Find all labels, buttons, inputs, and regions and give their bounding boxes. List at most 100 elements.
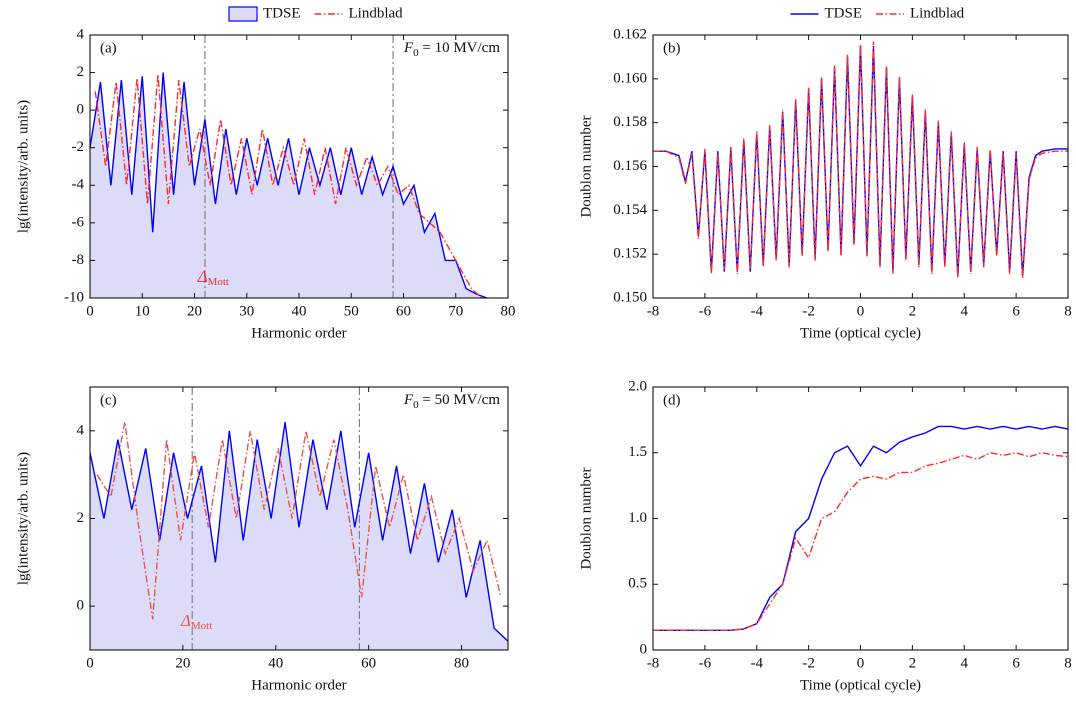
annotation-subscript: 0	[413, 399, 419, 411]
y-tick-label: -8	[72, 252, 85, 268]
x-tick-label: 4	[961, 655, 969, 671]
legend-label: TDSE	[825, 5, 863, 21]
x-tick-label: 2	[909, 655, 917, 671]
x-tick-label: 8	[1064, 303, 1072, 319]
x-tick-label: 80	[501, 303, 516, 319]
y-tick-label: -10	[64, 289, 84, 305]
y-tick-label: 0.158	[613, 114, 647, 130]
annotation-subscript: 0	[413, 47, 419, 59]
x-tick-label: 4	[961, 303, 969, 319]
area	[90, 422, 508, 650]
y-axis-label: Doublon number	[578, 467, 594, 569]
panel-label: (c)	[100, 392, 117, 408]
x-tick-label: 40	[292, 303, 307, 319]
plot-area	[653, 41, 1068, 279]
y-axis-label: lg(intensity/arb. units)	[15, 100, 31, 233]
x-axis-label: Harmonic order	[251, 677, 346, 693]
x-tick-label: 40	[268, 655, 283, 671]
y-tick-label: 2.0	[628, 378, 647, 394]
plot-frame	[652, 34, 1069, 299]
mott-subscript: Mott	[191, 620, 212, 632]
x-tick-label: -2	[802, 303, 815, 319]
y-tick-label: 4	[77, 26, 85, 42]
y-tick-label: 0.162	[613, 26, 647, 42]
panel-label: (b)	[663, 40, 681, 56]
x-tick-label: 60	[396, 303, 411, 319]
x-tick-label: 10	[135, 303, 150, 319]
x-axis-label: Time (optical cycle)	[800, 325, 921, 341]
y-tick-label: 0	[640, 641, 648, 657]
area	[90, 72, 488, 298]
series-line	[653, 41, 1068, 279]
y-tick-label: 2	[77, 510, 85, 526]
x-tick-label: 0	[86, 303, 94, 319]
series-line	[653, 425, 1069, 631]
x-tick-label: -8	[647, 303, 660, 319]
x-tick-label: 70	[448, 303, 463, 319]
y-tick-label: 2	[77, 64, 85, 80]
annotation-symbol: F	[403, 392, 414, 408]
y-tick-label: -2	[72, 139, 85, 155]
annotation-symbol: F	[403, 40, 414, 56]
y-tick-label: 0.150	[613, 289, 647, 305]
legend-swatch	[228, 6, 258, 22]
field-annotation: F0 = 10 MV/cm	[403, 40, 500, 58]
plot-area	[89, 35, 488, 299]
y-tick-label: 0.156	[613, 158, 647, 174]
series-line	[94, 74, 483, 299]
panel-label: (d)	[663, 392, 681, 408]
x-axis-label: Harmonic order	[251, 325, 346, 341]
x-tick-label: -6	[699, 655, 712, 671]
x-tick-label: 20	[187, 303, 202, 319]
y-tick-label: 0	[77, 598, 85, 614]
x-tick-label: -8	[647, 655, 660, 671]
x-tick-label: 8	[1064, 655, 1072, 671]
series-line	[89, 72, 488, 299]
series-line	[89, 421, 509, 642]
x-axis-label: Time (optical cycle)	[800, 677, 921, 693]
y-tick-label: 0.152	[613, 246, 647, 262]
series-line	[653, 45, 1068, 277]
x-tick-label: 50	[344, 303, 359, 319]
mott-gap-label: ΔMott	[180, 611, 212, 632]
x-tick-label: 80	[454, 655, 469, 671]
legend-label: Lindblad	[349, 5, 404, 21]
y-tick-label: 0.5	[628, 576, 647, 592]
legend-label: TDSE	[263, 5, 301, 21]
x-tick-label: -4	[751, 303, 764, 319]
x-tick-label: 6	[1012, 655, 1020, 671]
mott-gap-label: ΔMott	[197, 267, 229, 288]
plot-area	[89, 387, 509, 650]
y-tick-label: -6	[72, 214, 85, 230]
y-tick-label: 0.154	[613, 202, 647, 218]
x-tick-label: -6	[699, 303, 712, 319]
x-tick-label: 2	[909, 303, 917, 319]
y-tick-label: 0	[77, 102, 85, 118]
y-tick-label: 1.5	[628, 444, 647, 460]
x-tick-label: 6	[1012, 303, 1020, 319]
x-tick-label: 20	[175, 655, 190, 671]
series-line	[96, 421, 502, 620]
x-tick-label: 0	[86, 655, 94, 671]
y-tick-label: 0.160	[613, 70, 647, 86]
x-tick-label: -2	[802, 655, 815, 671]
y-axis-label: lg(intensity/arb. units)	[15, 452, 31, 585]
panel-label: (a)	[100, 40, 117, 56]
y-tick-label: 1.0	[628, 510, 647, 526]
legend-label: Lindblad	[910, 5, 965, 21]
y-tick-label: 4	[77, 422, 85, 438]
mott-symbol: Δ	[180, 611, 191, 630]
annotation-text: = 50 MV/cm	[419, 392, 501, 408]
plot-area	[653, 425, 1069, 631]
field-annotation: F0 = 50 MV/cm	[403, 392, 500, 410]
x-tick-label: 60	[361, 655, 376, 671]
x-tick-label: 0	[857, 303, 865, 319]
y-axis-label: Doublon number	[578, 115, 594, 217]
x-tick-label: -4	[751, 655, 764, 671]
series-line	[653, 452, 1069, 631]
annotation-text: = 10 MV/cm	[419, 40, 501, 56]
x-tick-label: 30	[239, 303, 254, 319]
x-tick-label: 0	[857, 655, 865, 671]
